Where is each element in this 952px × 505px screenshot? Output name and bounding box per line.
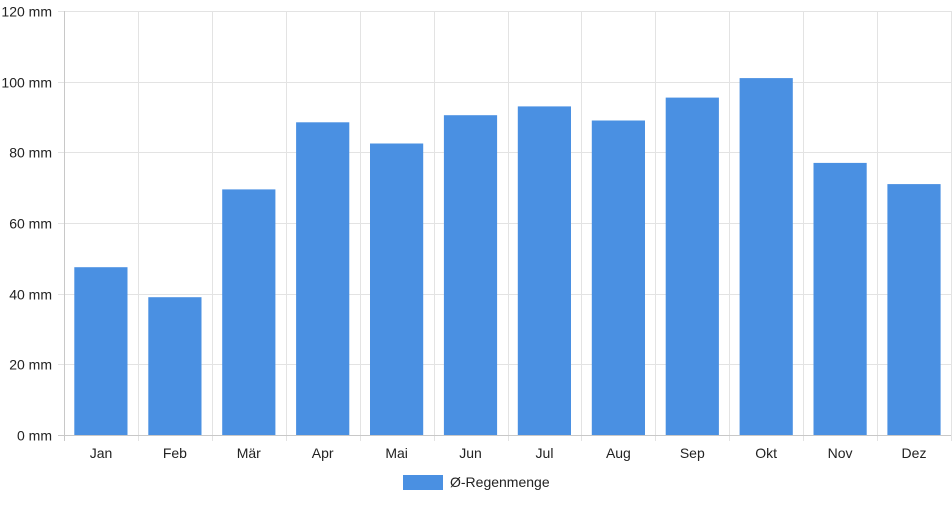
y-tick-label: 40 mm	[9, 287, 52, 303]
x-tick-label: Nov	[828, 445, 853, 461]
y-tick-label: 100 mm	[1, 75, 52, 91]
bar-okt	[739, 78, 793, 435]
x-tick-label: Apr	[312, 445, 334, 461]
bar-nov	[813, 162, 867, 435]
grid-layer	[58, 11, 952, 441]
bar-jan	[74, 267, 128, 435]
bar-mär	[222, 189, 276, 435]
bar-jul	[517, 106, 571, 436]
legend-label: Ø-Regenmenge	[450, 474, 550, 490]
y-tick-label: 0 mm	[17, 428, 52, 444]
x-tick-label: Mai	[385, 445, 408, 461]
legend-swatch	[403, 475, 443, 490]
x-tick-label: Mär	[237, 445, 261, 461]
x-tick-label: Jul	[536, 445, 554, 461]
x-tick-label: Aug	[606, 445, 631, 461]
bar-sep	[665, 97, 719, 435]
bar-layer	[74, 78, 941, 436]
x-tick-label: Okt	[755, 445, 777, 461]
bar-jun	[443, 115, 498, 435]
x-tick-label: Sep	[680, 445, 705, 461]
x-tick-label: Jun	[459, 445, 482, 461]
axis-layer: 0 mm 20 mm 40 mm 60 mm 80 mm 100 mm 120 mm Jan F…	[1, 4, 951, 461]
bar-feb	[148, 297, 202, 435]
bar-mai	[370, 143, 424, 435]
y-tick-label: 120 mm	[1, 4, 52, 20]
x-tick-label: Dez	[902, 445, 927, 461]
x-tick-label: Jan	[90, 445, 113, 461]
bar-apr	[296, 122, 350, 436]
y-tick-label: 20 mm	[9, 357, 52, 373]
bar-dez	[887, 184, 941, 435]
bar-aug	[591, 120, 645, 435]
legend[interactable]: Ø-Regenmenge	[403, 474, 550, 490]
y-tick-label: 60 mm	[9, 216, 52, 232]
x-tick-label: Feb	[163, 445, 187, 461]
y-tick-label: 80 mm	[9, 145, 52, 161]
